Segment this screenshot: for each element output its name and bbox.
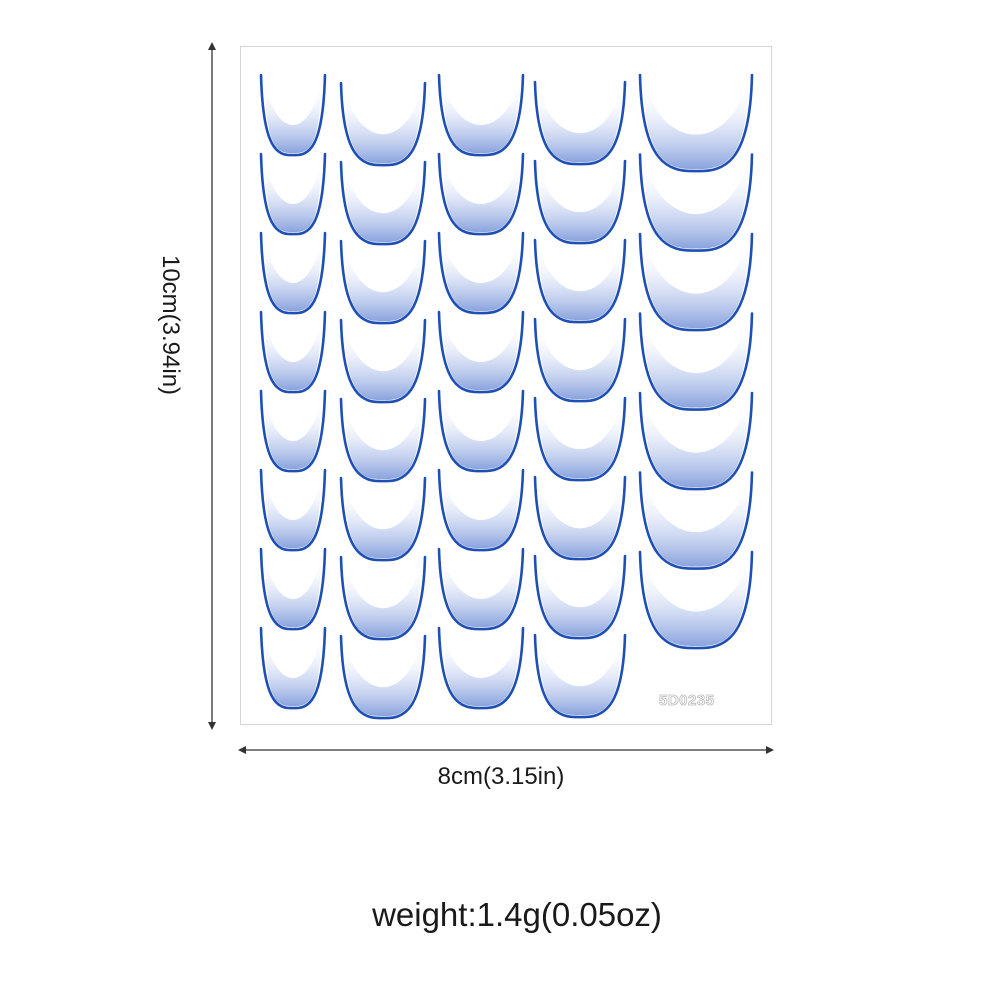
sticker-tip-fill <box>539 248 621 321</box>
french-tip-sticker <box>339 555 427 641</box>
sticker-tip-fill <box>644 83 748 170</box>
sticker-tip-fill <box>539 90 621 163</box>
french-tip-sticker <box>259 389 327 473</box>
sticker-tip-fill <box>539 643 621 716</box>
french-tip-sticker <box>533 633 627 719</box>
french-tip-sticker <box>533 317 627 403</box>
sticker-tip-fill <box>265 557 321 628</box>
french-tip-sticker <box>339 476 427 562</box>
height-dimension-line <box>208 42 216 730</box>
sticker-tip-fill <box>644 480 748 567</box>
sticker-tip-fill <box>443 320 519 391</box>
sticker-tip-fill <box>345 407 421 480</box>
french-tip-sticker <box>259 152 327 236</box>
french-tip-sticker <box>533 80 627 166</box>
french-tip-sticker <box>259 626 327 710</box>
sticker-tip-fill <box>345 644 421 717</box>
french-tip-sticker <box>259 547 327 631</box>
sticker-tip-fill <box>345 170 421 243</box>
french-tip-sticker <box>259 310 327 394</box>
sticker-tip-fill <box>644 560 748 647</box>
sticker-tip-fill <box>345 91 421 164</box>
french-tip-sticker <box>533 475 627 561</box>
french-tip-sticker <box>437 547 525 631</box>
arrow-left-icon <box>238 746 246 754</box>
sticker-tip-fill <box>644 321 748 408</box>
french-tip-sticker <box>533 554 627 640</box>
sticker-tip-fill <box>644 242 748 329</box>
sticker-tip-fill <box>539 169 621 242</box>
arrow-right-icon <box>766 746 774 754</box>
sticker-tip-fill <box>265 241 321 312</box>
french-tip-sticker <box>638 312 754 411</box>
sticker-tip-fill <box>539 327 621 400</box>
french-tip-sticker <box>437 73 525 157</box>
french-tip-sticker <box>339 634 427 720</box>
sticker-tip-fill <box>644 401 748 488</box>
french-tip-sticker <box>437 152 525 236</box>
sticker-tip-fill <box>539 406 621 479</box>
sticker-tip-fill <box>539 485 621 558</box>
sticker-tip-fill <box>644 162 748 249</box>
french-tip-sticker <box>339 239 427 325</box>
french-tip-sticker <box>259 73 327 157</box>
sticker-tip-fill <box>443 478 519 549</box>
sticker-tip-fill <box>539 564 621 637</box>
french-tip-sticker <box>638 153 754 252</box>
sticker-tip-fill <box>443 557 519 628</box>
french-tip-sticker <box>638 550 754 650</box>
sticker-tip-fill <box>443 241 519 312</box>
arrow-up-icon <box>208 42 216 50</box>
sticker-tip-fill <box>443 636 519 707</box>
sticker-tip-fill <box>443 399 519 470</box>
sticker-tip-fill <box>443 162 519 233</box>
sticker-tip-fill <box>345 565 421 638</box>
sticker-tip-fill <box>265 320 321 391</box>
sticker-grid <box>259 73 754 720</box>
french-tip-sticker <box>437 389 525 473</box>
french-tip-sticker <box>339 81 427 167</box>
sticker-tip-fill <box>265 636 321 707</box>
french-tip-sticker <box>339 318 427 404</box>
french-tip-sticker <box>638 232 754 332</box>
french-tip-sticker <box>339 397 427 483</box>
sticker-tip-fill <box>345 328 421 401</box>
french-tip-sticker <box>339 160 427 246</box>
french-tip-sticker <box>533 159 627 245</box>
french-tip-sticker <box>259 468 327 552</box>
french-tip-sticker <box>533 396 627 482</box>
product-code: 5D0235 <box>659 692 715 710</box>
french-tip-sticker <box>638 471 754 570</box>
french-tip-sticker <box>533 238 627 324</box>
french-tip-sticker <box>638 73 754 173</box>
width-label: 8cm(3.15in) <box>437 763 565 790</box>
width-dimension-line <box>238 746 774 754</box>
french-tip-sticker <box>437 310 525 394</box>
sticker-tip-fill <box>265 83 321 154</box>
sticker-tip-fill <box>345 249 421 322</box>
sticker-tip-fill <box>345 486 421 559</box>
arrow-down-icon <box>208 722 216 730</box>
sticker-tip-fill <box>265 399 321 470</box>
french-tip-sticker <box>259 231 327 315</box>
french-tip-sticker <box>437 626 525 710</box>
sticker-sheet: 5D0235 <box>240 46 772 725</box>
french-tip-sticker <box>437 231 525 315</box>
sticker-tip-fill <box>443 83 519 154</box>
french-tip-sticker <box>437 468 525 552</box>
sticker-tip-fill <box>265 478 321 549</box>
sticker-tip-fill <box>265 162 321 233</box>
weight-label: weight:1.4g(0.05oz) <box>372 896 662 933</box>
french-tip-sticker <box>638 391 754 491</box>
